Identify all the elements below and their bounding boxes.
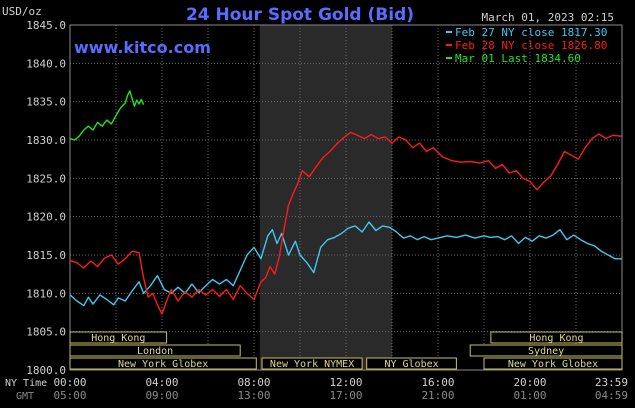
gmt-label: GMT — [16, 391, 34, 402]
session-bar — [490, 331, 623, 344]
session-bar — [469, 344, 623, 357]
session-bar — [483, 357, 623, 370]
session-label: New York NYMEX — [270, 359, 354, 370]
gmt-tick-label: 09:00 — [145, 389, 178, 402]
gmt-tick-label: 01:00 — [513, 389, 546, 402]
chart-title: 24 Hour Spot Gold (Bid) — [186, 5, 414, 25]
grid-lines — [70, 24, 622, 371]
x-tick-label: 08:00 — [237, 376, 270, 389]
x-tick-label: 23:59 — [595, 376, 628, 389]
gmt-tick-label: 17:00 — [329, 389, 362, 402]
legend-item: Feb 27 NY close 1817.30 — [455, 26, 607, 39]
x-tick-label: 04:00 — [145, 376, 178, 389]
session-bar — [69, 331, 168, 344]
x-axis: 00:00 04:00 08:00 12:00 16:00 20:00 23:59 05:00… — [53, 376, 628, 402]
gmt-tick-label: 04:59 — [595, 389, 628, 402]
gmt-tick-label: 21:00 — [421, 389, 454, 402]
nymex-session-shading — [259, 25, 392, 370]
gmt-tick-label: 05:00 — [53, 389, 86, 402]
y-tick-label: 1845.0 — [26, 19, 66, 32]
session-label: NY Globex — [384, 359, 438, 370]
y-tick-label: 1840.0 — [26, 57, 66, 70]
session-bar — [69, 344, 241, 357]
session-label: New York Globex — [508, 359, 598, 370]
session-label: Hong Kong — [529, 333, 583, 344]
y-tick-label: 1800.0 — [26, 364, 66, 377]
x-tick-label: 00:00 — [53, 376, 86, 389]
y-tick-label: 1815.0 — [26, 249, 66, 262]
series-line-3 — [69, 90, 145, 141]
legend-item: Mar 01 Last 1834.60 — [455, 52, 581, 65]
legend-item: Feb 28 NY close 1826.80 — [455, 39, 607, 52]
session-label: Sydney — [528, 346, 564, 357]
x-tick-label: 20:00 — [513, 376, 546, 389]
watermark-url[interactable]: www.kitco.com — [74, 38, 211, 57]
gmt-tick-label: 13:00 — [237, 389, 270, 402]
y-tick-label: 1810.0 — [26, 287, 66, 300]
series-line-2 — [69, 131, 622, 315]
session-bar — [366, 357, 457, 370]
ny-time-label: NY Time — [5, 378, 47, 389]
session-bar — [261, 357, 363, 370]
y-tick-label: 1820.0 — [26, 211, 66, 224]
y-tick-label: 1835.0 — [26, 96, 66, 109]
y-axis: 1845.0 1840.0 1835.0 1830.0 1825.0 1820.0 1815… — [26, 19, 66, 377]
market-sessions: Hong Kong Hong Kong London Sydney New York G… — [69, 331, 623, 370]
y-tick-label: 1825.0 — [26, 172, 66, 185]
y-tick-label: 1805.0 — [26, 326, 66, 339]
x-tick-label: 16:00 — [421, 376, 454, 389]
y-tick-label: 1830.0 — [26, 134, 66, 147]
session-label: New York Globex — [118, 359, 208, 370]
session-label: Hong Kong — [91, 333, 145, 344]
nymex-shade-rect — [259, 25, 392, 370]
plot-frame — [69, 24, 623, 371]
session-label: London — [137, 346, 173, 357]
price-series — [69, 90, 622, 315]
session-bar — [69, 357, 257, 370]
series-line-1 — [69, 221, 622, 307]
chart-datetime: March 01, 2023 02:15 — [482, 11, 614, 24]
x-tick-label: 12:00 — [329, 376, 362, 389]
unit-label: USD/oz — [2, 5, 42, 18]
